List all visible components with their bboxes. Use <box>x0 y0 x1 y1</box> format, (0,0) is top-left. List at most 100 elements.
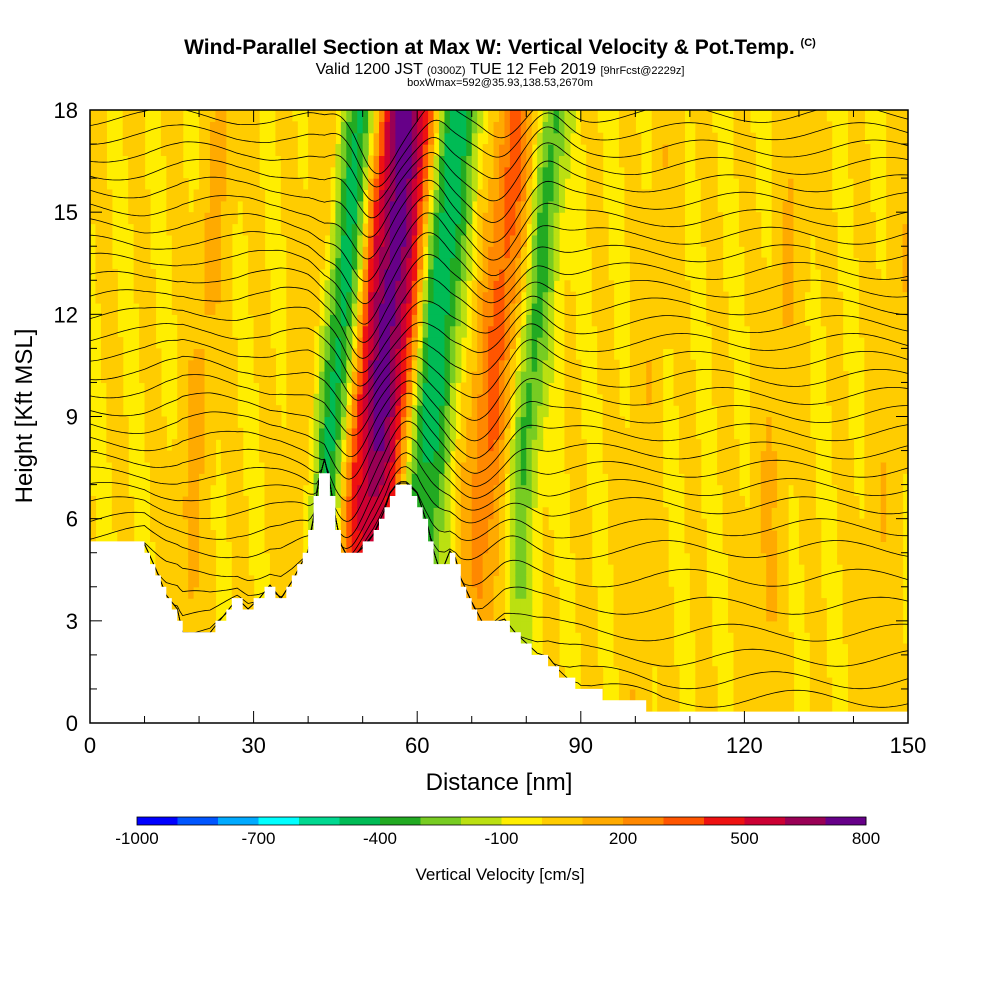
w-cell <box>635 564 642 577</box>
w-cell <box>220 325 227 338</box>
w-cell <box>199 484 206 497</box>
w-cell <box>597 234 604 247</box>
w-cell <box>439 314 446 327</box>
w-cell <box>695 495 702 508</box>
w-cell <box>782 609 789 622</box>
w-cell <box>717 405 724 418</box>
w-cell <box>117 450 124 463</box>
w-cell <box>351 155 358 168</box>
w-cell <box>678 200 686 213</box>
w-cell <box>657 564 664 577</box>
w-cell <box>493 598 500 611</box>
w-cell <box>678 132 686 145</box>
w-cell <box>580 598 587 611</box>
w-cell <box>215 291 222 304</box>
w-cell <box>389 155 396 168</box>
w-cell <box>777 144 784 157</box>
w-cell <box>439 348 446 361</box>
w-cell <box>651 484 658 497</box>
w-cell <box>351 393 358 406</box>
w-cell <box>537 314 544 327</box>
w-cell <box>760 598 767 611</box>
w-cell <box>722 427 729 440</box>
w-cell <box>209 552 217 565</box>
w-cell <box>515 155 522 168</box>
w-cell <box>629 246 636 259</box>
w-cell <box>504 416 511 429</box>
w-cell <box>400 178 407 191</box>
w-cell <box>231 382 238 395</box>
w-cell <box>439 461 446 474</box>
w-cell <box>362 473 369 486</box>
w-cell <box>226 200 233 213</box>
w-cell <box>226 473 233 486</box>
w-cell <box>384 439 391 452</box>
w-cell <box>569 473 576 486</box>
w-cell <box>177 382 184 395</box>
w-cell <box>193 541 200 554</box>
w-cell <box>488 337 495 349</box>
w-cell <box>155 507 162 520</box>
w-cell <box>384 144 391 157</box>
w-cell <box>253 314 260 327</box>
w-cell <box>220 257 227 270</box>
w-cell <box>515 382 522 395</box>
w-cell <box>755 393 762 406</box>
w-cell <box>204 393 211 406</box>
w-cell <box>95 189 102 202</box>
w-cell <box>749 427 756 440</box>
w-cell <box>433 223 440 236</box>
w-cell <box>531 223 538 236</box>
w-cell <box>629 484 636 497</box>
w-cell <box>237 121 244 134</box>
w-cell <box>755 234 762 247</box>
w-cell <box>384 382 391 395</box>
w-cell <box>700 155 707 168</box>
w-cell <box>738 654 745 667</box>
w-cell <box>177 246 184 259</box>
w-cell <box>395 234 402 247</box>
w-cell <box>711 314 718 327</box>
w-cell <box>618 121 626 134</box>
w-cell <box>149 382 157 395</box>
w-cell <box>744 666 751 679</box>
w-cell <box>237 110 244 122</box>
w-cell <box>188 530 195 542</box>
w-cell <box>706 280 713 293</box>
w-cell <box>678 189 686 202</box>
w-cell <box>651 110 658 122</box>
w-cell <box>209 189 217 202</box>
w-cell <box>291 246 298 259</box>
w-cell <box>242 530 249 542</box>
w-cell <box>738 541 745 554</box>
w-cell <box>204 155 211 168</box>
w-cell <box>149 450 157 463</box>
w-cell <box>635 234 642 247</box>
w-cell <box>509 439 516 452</box>
w-cell <box>651 461 658 474</box>
w-cell <box>695 461 702 474</box>
w-cell <box>144 200 151 213</box>
w-cell <box>128 166 135 179</box>
w-cell <box>449 427 456 440</box>
w-cell <box>417 200 424 213</box>
w-cell <box>689 450 696 463</box>
w-cell <box>651 643 658 656</box>
w-cell <box>782 654 789 667</box>
w-cell <box>580 643 587 656</box>
w-cell <box>777 359 784 372</box>
w-cell <box>586 110 593 122</box>
w-cell <box>635 132 642 145</box>
w-cell <box>668 121 675 134</box>
w-cell <box>253 280 260 293</box>
w-cell <box>242 166 249 179</box>
w-cell <box>422 484 429 497</box>
w-cell <box>488 257 495 270</box>
w-cell <box>488 507 495 520</box>
w-cell <box>695 552 702 565</box>
w-cell <box>368 427 375 440</box>
w-cell <box>275 564 282 577</box>
w-cell <box>657 325 664 338</box>
w-cell <box>428 280 435 293</box>
w-cell <box>171 178 178 191</box>
